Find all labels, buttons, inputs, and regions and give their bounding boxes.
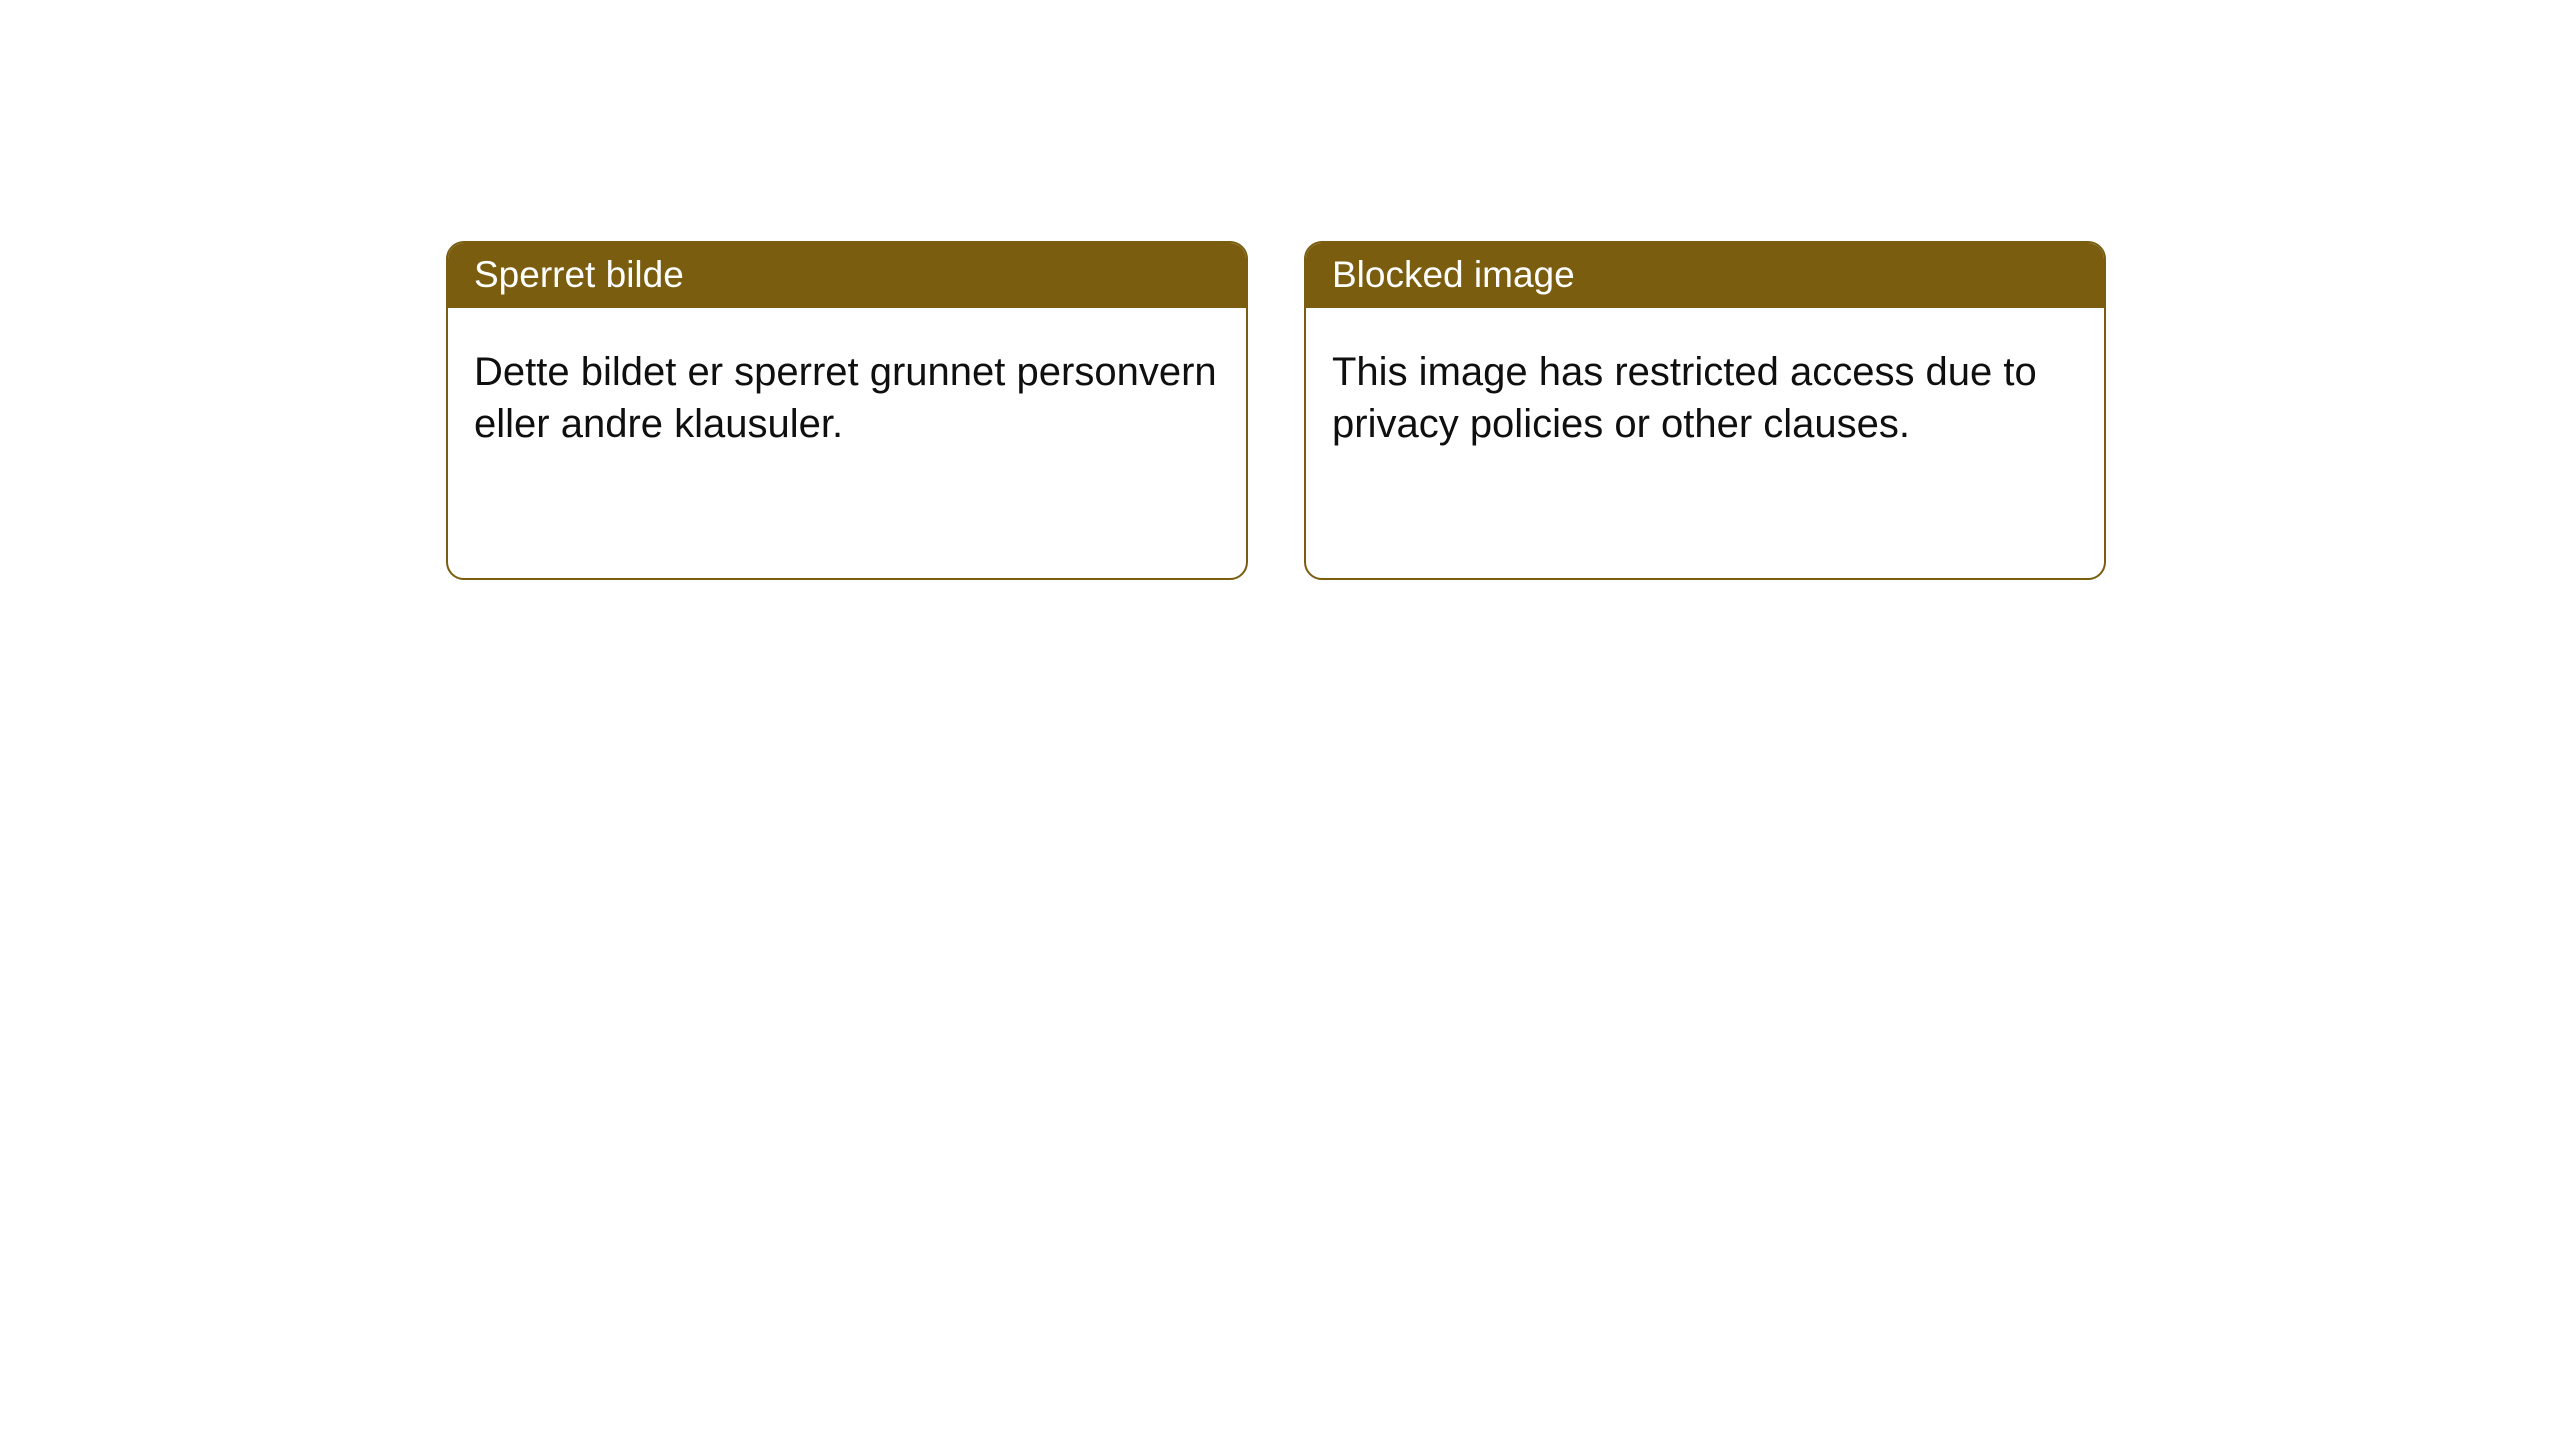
notice-header-norwegian: Sperret bilde [448, 243, 1246, 308]
notice-body-english: This image has restricted access due to … [1306, 308, 2104, 578]
notice-body-norwegian: Dette bildet er sperret grunnet personve… [448, 308, 1246, 578]
notices-container: Sperret bilde Dette bildet er sperret gr… [0, 0, 2560, 580]
notice-card-english: Blocked image This image has restricted … [1304, 241, 2106, 580]
notice-card-norwegian: Sperret bilde Dette bildet er sperret gr… [446, 241, 1248, 580]
notice-header-english: Blocked image [1306, 243, 2104, 308]
